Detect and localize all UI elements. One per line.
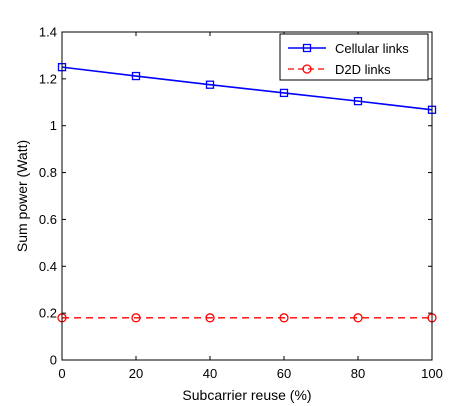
data-point-square bbox=[279, 88, 289, 98]
legend-marker-cellular bbox=[302, 43, 312, 53]
series-line-0 bbox=[61, 66, 433, 111]
data-point-circle bbox=[353, 313, 363, 323]
x-tick-label: 100 bbox=[421, 366, 443, 381]
x-tick-label: 40 bbox=[203, 366, 217, 381]
plot-frame bbox=[61, 31, 433, 361]
x-tick-label: 0 bbox=[58, 366, 65, 381]
x-tick-label: 80 bbox=[351, 366, 365, 381]
data-point-circle bbox=[131, 313, 141, 323]
x-axis-label: Subcarrier reuse (%) bbox=[182, 387, 311, 403]
data-point-square bbox=[353, 96, 363, 106]
y-tick-label: 0.8 bbox=[39, 165, 57, 180]
data-point-square bbox=[131, 71, 141, 81]
y-tick-label: 0.6 bbox=[39, 212, 57, 227]
data-point-circle bbox=[205, 313, 215, 323]
data-point-circle bbox=[279, 313, 289, 323]
y-tick-label: 0.4 bbox=[39, 259, 57, 274]
y-tick-label: 1 bbox=[50, 118, 57, 133]
x-tick-label: 20 bbox=[129, 366, 143, 381]
legend-label-d2d: D2D links bbox=[335, 62, 391, 77]
data-point-square bbox=[205, 80, 215, 89]
axis-ticks: 0 20 40 60 80 100 0 0.2 0.4 0.6 0.8 1 1.2 1.4 bbox=[39, 25, 443, 382]
y-axis-label: Sum power (Watt) bbox=[14, 140, 30, 252]
legend-label-cellular: Cellular links bbox=[335, 41, 409, 56]
y-tick-label: 0.2 bbox=[39, 306, 57, 321]
legend-marker-d2d bbox=[302, 64, 312, 74]
y-tick-label: 1.2 bbox=[39, 71, 57, 86]
plot-background bbox=[62, 32, 432, 360]
legend: Cellular links D2D links bbox=[279, 33, 429, 81]
x-tick-label: 60 bbox=[277, 366, 291, 381]
y-tick-label: 1.4 bbox=[39, 25, 57, 40]
y-tick-label: 0 bbox=[50, 353, 57, 368]
